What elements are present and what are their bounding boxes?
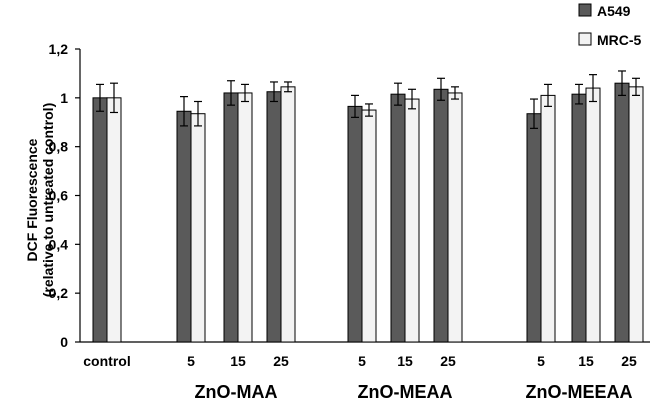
y-tick-label: 1,2 [49,41,69,57]
bar-a549-8 [571,93,587,343]
y-tick-label: 0,2 [49,285,69,301]
bar-a549-9 [614,82,630,343]
group-label: ZnO-MAA [195,382,278,402]
legend-label: MRC-5 [597,32,642,48]
legend-label: A549 [597,3,631,19]
x-tick-label: 5 [358,353,366,369]
error-bars [96,70,640,129]
bar-a549-2 [223,92,239,343]
x-tick-label: 15 [230,353,246,369]
bar-a549-5 [390,93,406,343]
bar-mrc-5-3 [280,86,296,343]
x-tick-label: 5 [187,353,195,369]
x-tick-label: 5 [537,353,545,369]
bar-mrc-5-9 [628,86,644,343]
x-tick-label: 25 [273,353,289,369]
legend: A549 MRC-5 [578,3,642,48]
bar-a549-6 [433,88,449,343]
bar-a549-1 [176,110,192,343]
bar-mrc-5-6 [447,92,463,343]
y-tick-label: 0,8 [49,139,69,155]
group-label: ZnO-MEEAA [526,382,633,402]
bar-a549-0 [92,97,108,343]
y-axis-title-line1: DCF Fluorescence [24,138,40,261]
x-tick-label: 15 [397,353,413,369]
y-tick-label: 1 [60,90,68,106]
bars [92,82,644,343]
bar-mrc-5-7 [540,94,556,343]
bar-mrc-5-0 [106,97,122,343]
group-label: ZnO-MEAA [358,382,453,402]
bar-mrc-5-4 [361,109,377,343]
x-tick-label: 25 [621,353,637,369]
legend-swatch [578,3,592,17]
x-tick-label: 25 [440,353,456,369]
y-axis-title-line2: (relative to untreated control) [40,103,56,297]
bar-a549-4 [347,105,363,343]
legend-swatch [578,32,592,46]
bar-mrc-5-8 [585,87,601,343]
x-tick-label: control [83,353,130,369]
y-tick-label: 0,6 [49,188,69,204]
y-tick-label: 0 [60,334,68,350]
group-labels: ZnO-MAA ZnO-MEAA ZnO-MEEAA [195,382,633,402]
y-axis-title: DCF Fluorescence (relative to untreated … [24,103,56,297]
bar-mrc-5-5 [404,98,420,343]
x-tick-label: 15 [578,353,594,369]
y-ticks: 0 0,2 0,4 0,6 0,8 1 1,2 [49,41,80,350]
bar-a549-7 [526,113,542,343]
x-tick-labels: control 5 15 25 5 15 25 5 15 25 [83,353,637,369]
bar-mrc-5-1 [190,113,206,343]
bar-mrc-5-2 [237,92,253,343]
y-tick-label: 0,4 [49,236,69,252]
bar-a549-3 [266,91,282,343]
